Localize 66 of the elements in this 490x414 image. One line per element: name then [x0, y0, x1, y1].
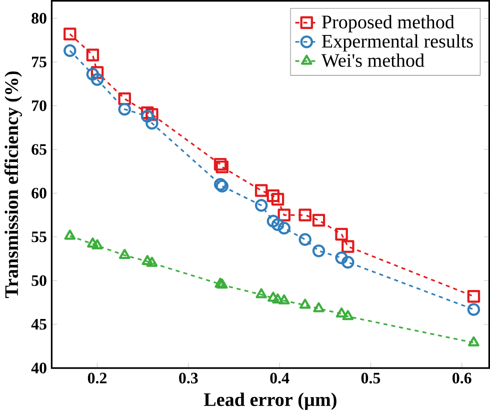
- point: [87, 237, 98, 248]
- x-tick-label: 0.3: [179, 372, 198, 384]
- point: [141, 106, 154, 119]
- point: [313, 302, 324, 312]
- point: [468, 336, 480, 346]
- point: [336, 307, 348, 318]
- legend-label: Proposed method: [322, 14, 454, 32]
- point: [141, 110, 154, 122]
- point: [342, 240, 354, 253]
- point: [146, 108, 158, 121]
- point: [90, 66, 104, 79]
- point: [146, 256, 158, 267]
- x-tick-label: 0.4: [270, 372, 290, 384]
- point: [342, 310, 354, 320]
- point: [272, 293, 284, 304]
- point: [298, 232, 312, 246]
- point: [278, 294, 290, 304]
- y-tick-label: 45: [31, 318, 46, 330]
- y-tick-label: 70: [32, 100, 46, 111]
- point: [298, 208, 312, 222]
- point: [335, 228, 348, 240]
- y-tick-label: 65: [32, 144, 46, 155]
- point: [312, 214, 326, 226]
- y-tick-label: 60: [32, 188, 46, 198]
- y-tick-label: 75: [32, 56, 46, 68]
- point: [467, 290, 480, 303]
- point: [271, 192, 284, 206]
- point: [86, 68, 100, 80]
- point: [335, 251, 348, 264]
- point: [271, 218, 284, 231]
- point: [266, 189, 280, 202]
- point: [142, 254, 154, 265]
- point: [118, 102, 131, 116]
- point: [256, 288, 267, 298]
- point: [86, 48, 100, 62]
- point: [216, 160, 228, 174]
- point: [64, 44, 76, 57]
- legend-label: Expermental results: [322, 34, 473, 52]
- point: [90, 72, 104, 86]
- point: [92, 239, 103, 250]
- point: [278, 222, 290, 234]
- y-tick-label: 80: [32, 12, 46, 24]
- point: [146, 116, 158, 130]
- point: [467, 302, 480, 316]
- point: [118, 92, 131, 105]
- y-axis-title: Transmission efficiency (%): [4, 71, 22, 298]
- point: [254, 184, 268, 197]
- x-tick-label: 0.5: [361, 372, 380, 384]
- x-tick-label: 0.2: [88, 372, 107, 384]
- legend-label: Wei's method: [321, 53, 424, 67]
- point: [312, 244, 326, 258]
- point: [254, 198, 268, 212]
- point: [266, 214, 280, 228]
- x-tick-label: 0.6: [452, 372, 472, 384]
- point: [64, 27, 76, 40]
- x-axis-title: Lead error (µm): [204, 392, 336, 410]
- point: [214, 158, 227, 170]
- point: [268, 292, 279, 302]
- point: [64, 229, 76, 240]
- point: [299, 298, 311, 309]
- point: [342, 256, 354, 268]
- point: [118, 248, 130, 259]
- y-tick-label: 55: [32, 231, 46, 242]
- y-tick-label: 50: [32, 275, 46, 286]
- y-tick-label: 40: [31, 362, 46, 374]
- point: [278, 208, 290, 222]
